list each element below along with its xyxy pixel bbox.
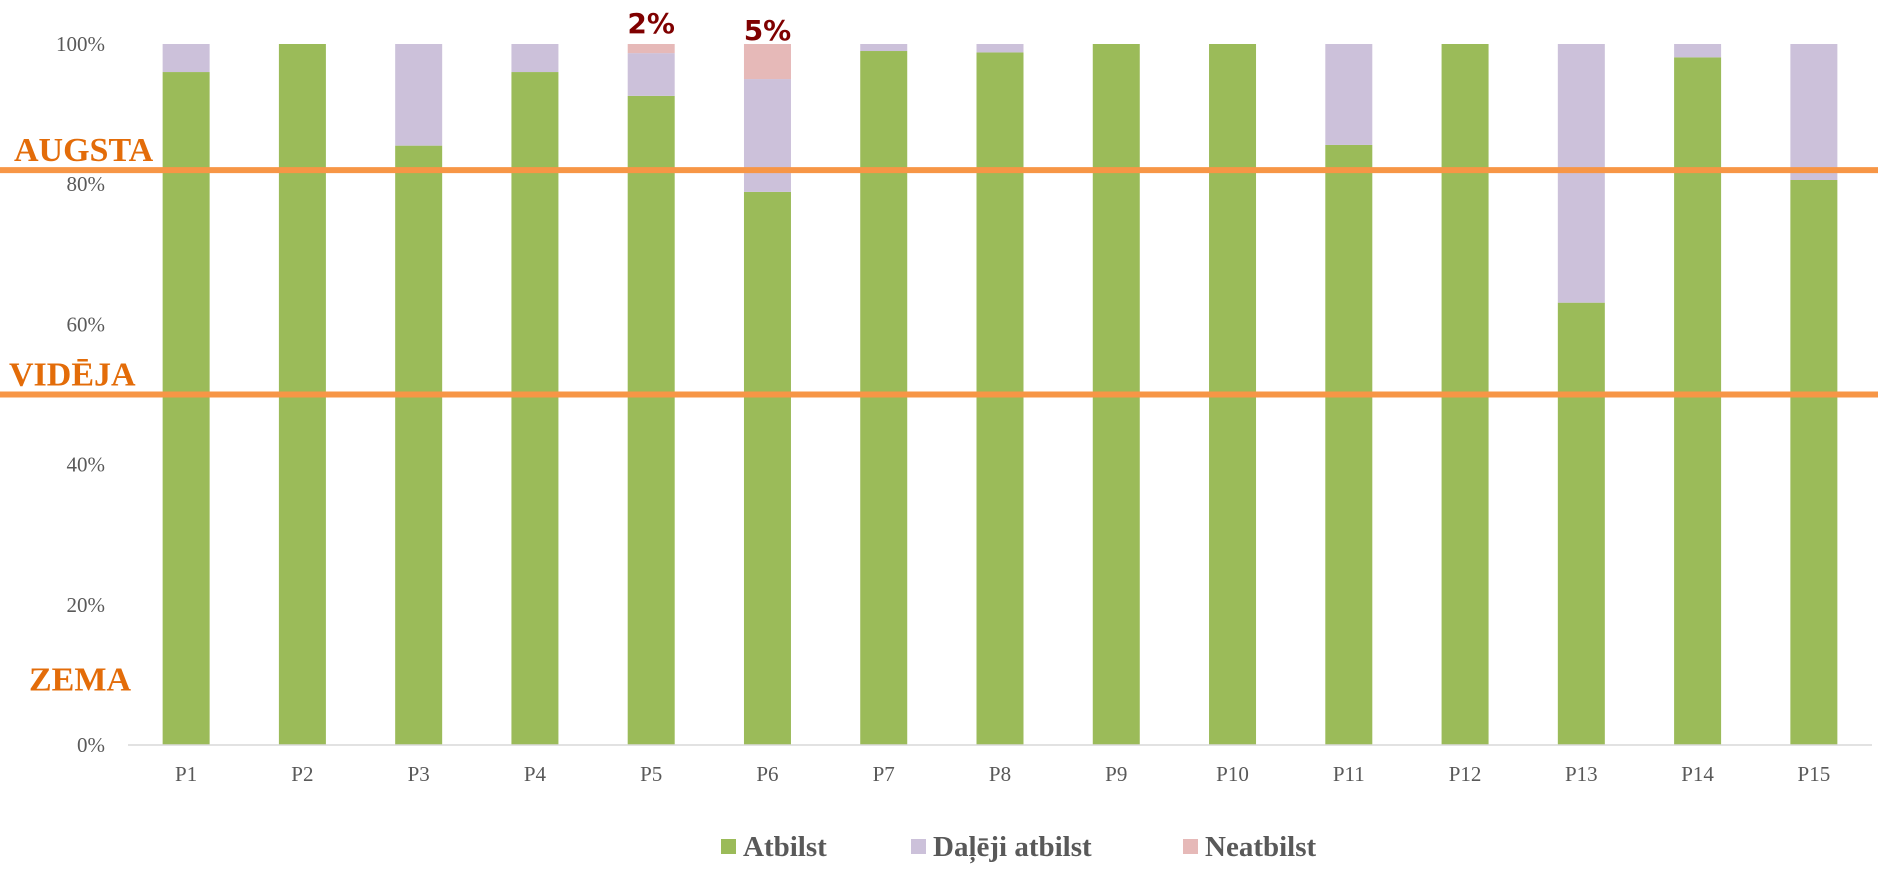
- band-label-augsta: AUGSTA: [14, 132, 154, 169]
- axis-layer: 0% 20% 40% 60% 80% 100% P1 P2 P3 P4 P5 P6 P7 P8 P9 P10 P…: [56, 32, 1872, 786]
- x-tick-label: P3: [408, 762, 430, 786]
- bar-p1-daleji-atbilst: [162, 44, 210, 73]
- bar-p14-atbilst: [1674, 57, 1722, 745]
- x-tick-label: P9: [1105, 762, 1127, 786]
- y-tick-label: 20%: [67, 593, 106, 617]
- legend: Atbilst Daļēji atbilst Neatbilst: [721, 831, 1317, 864]
- band-label-videja: VIDĒJA: [9, 356, 136, 393]
- bar-p5-neatbilst: [627, 44, 675, 54]
- legend-swatch-atbilst: [721, 839, 736, 854]
- bar-p8-atbilst: [976, 52, 1024, 746]
- bar-p15-daleji-atbilst: [1790, 44, 1838, 180]
- x-tick-label: P15: [1798, 762, 1831, 786]
- bar-p3-atbilst: [395, 145, 443, 745]
- x-tick-label: P7: [873, 762, 895, 786]
- data-label: 5%: [744, 14, 792, 47]
- bar-p11-atbilst: [1325, 144, 1373, 745]
- bar-p1-atbilst: [162, 72, 210, 746]
- x-tick-label: P8: [989, 762, 1011, 786]
- legend-swatch-neatbilst: [1183, 839, 1198, 854]
- legend-label-neatbilst: Neatbilst: [1205, 831, 1317, 863]
- bars-layer: [162, 44, 1838, 746]
- x-tick-label: P12: [1449, 762, 1482, 786]
- x-tick-label: P5: [640, 762, 662, 786]
- data-label: 2%: [627, 7, 675, 40]
- bar-p6-atbilst: [743, 191, 791, 745]
- bar-p14-daleji-atbilst: [1674, 44, 1722, 58]
- labels-layer: AUGSTA VIDĒJA ZEMA 2% 5%: [9, 7, 791, 698]
- x-tick-label: P2: [291, 762, 313, 786]
- y-tick-label: 40%: [67, 453, 106, 477]
- y-tick-label: 100%: [56, 32, 105, 56]
- x-tick-label: P11: [1333, 762, 1365, 786]
- legend-label-atbilst: Atbilst: [743, 831, 827, 863]
- band-label-zema: ZEMA: [29, 661, 131, 698]
- bar-p13-daleji-atbilst: [1557, 44, 1605, 303]
- bar-p6-daleji-atbilst: [743, 79, 791, 192]
- bar-p13-atbilst: [1557, 302, 1605, 745]
- legend-swatch-daleji-atbilst: [911, 839, 926, 854]
- reference-lines-layer: [0, 167, 1878, 398]
- bar-p7-atbilst: [860, 51, 908, 745]
- x-tick-label: P6: [756, 762, 778, 786]
- bar-p3-daleji-atbilst: [395, 44, 443, 146]
- bar-p5-daleji-atbilst: [627, 53, 675, 96]
- bar-p4-daleji-atbilst: [511, 44, 559, 73]
- legend-label-daleji-atbilst: Daļēji atbilst: [933, 831, 1092, 864]
- bar-p6-neatbilst: [743, 44, 791, 80]
- bar-p4-atbilst: [511, 72, 559, 746]
- y-tick-label: 80%: [67, 172, 106, 196]
- bar-p11-daleji-atbilst: [1325, 44, 1373, 145]
- bar-p15-atbilst: [1790, 179, 1838, 746]
- bar-p5-atbilst: [627, 95, 675, 746]
- x-tick-label: P10: [1216, 762, 1249, 786]
- x-tick-label: P1: [175, 762, 197, 786]
- y-tick-label: 60%: [67, 312, 106, 336]
- bar-p8-daleji-atbilst: [976, 44, 1024, 53]
- x-tick-label: P14: [1681, 762, 1714, 786]
- x-tick-label: P4: [524, 762, 547, 786]
- bar-p7-daleji-atbilst: [860, 44, 908, 52]
- y-tick-label: 0%: [77, 733, 105, 757]
- x-tick-label: P13: [1565, 762, 1598, 786]
